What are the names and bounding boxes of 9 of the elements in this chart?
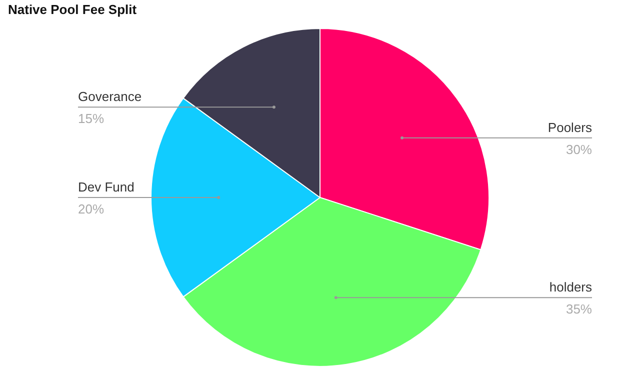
slice-label: Goverance <box>78 89 142 104</box>
chart-title: Native Pool Fee Split <box>8 2 137 17</box>
data-label: 15% <box>78 111 104 126</box>
data-label: 20% <box>78 202 104 216</box>
data-label: 30% <box>566 142 592 157</box>
data-label: 35% <box>566 302 592 317</box>
slice-label: Poolers <box>548 120 592 135</box>
slice-label: Dev Fund <box>78 180 134 194</box>
slice-label: holders <box>549 280 592 295</box>
